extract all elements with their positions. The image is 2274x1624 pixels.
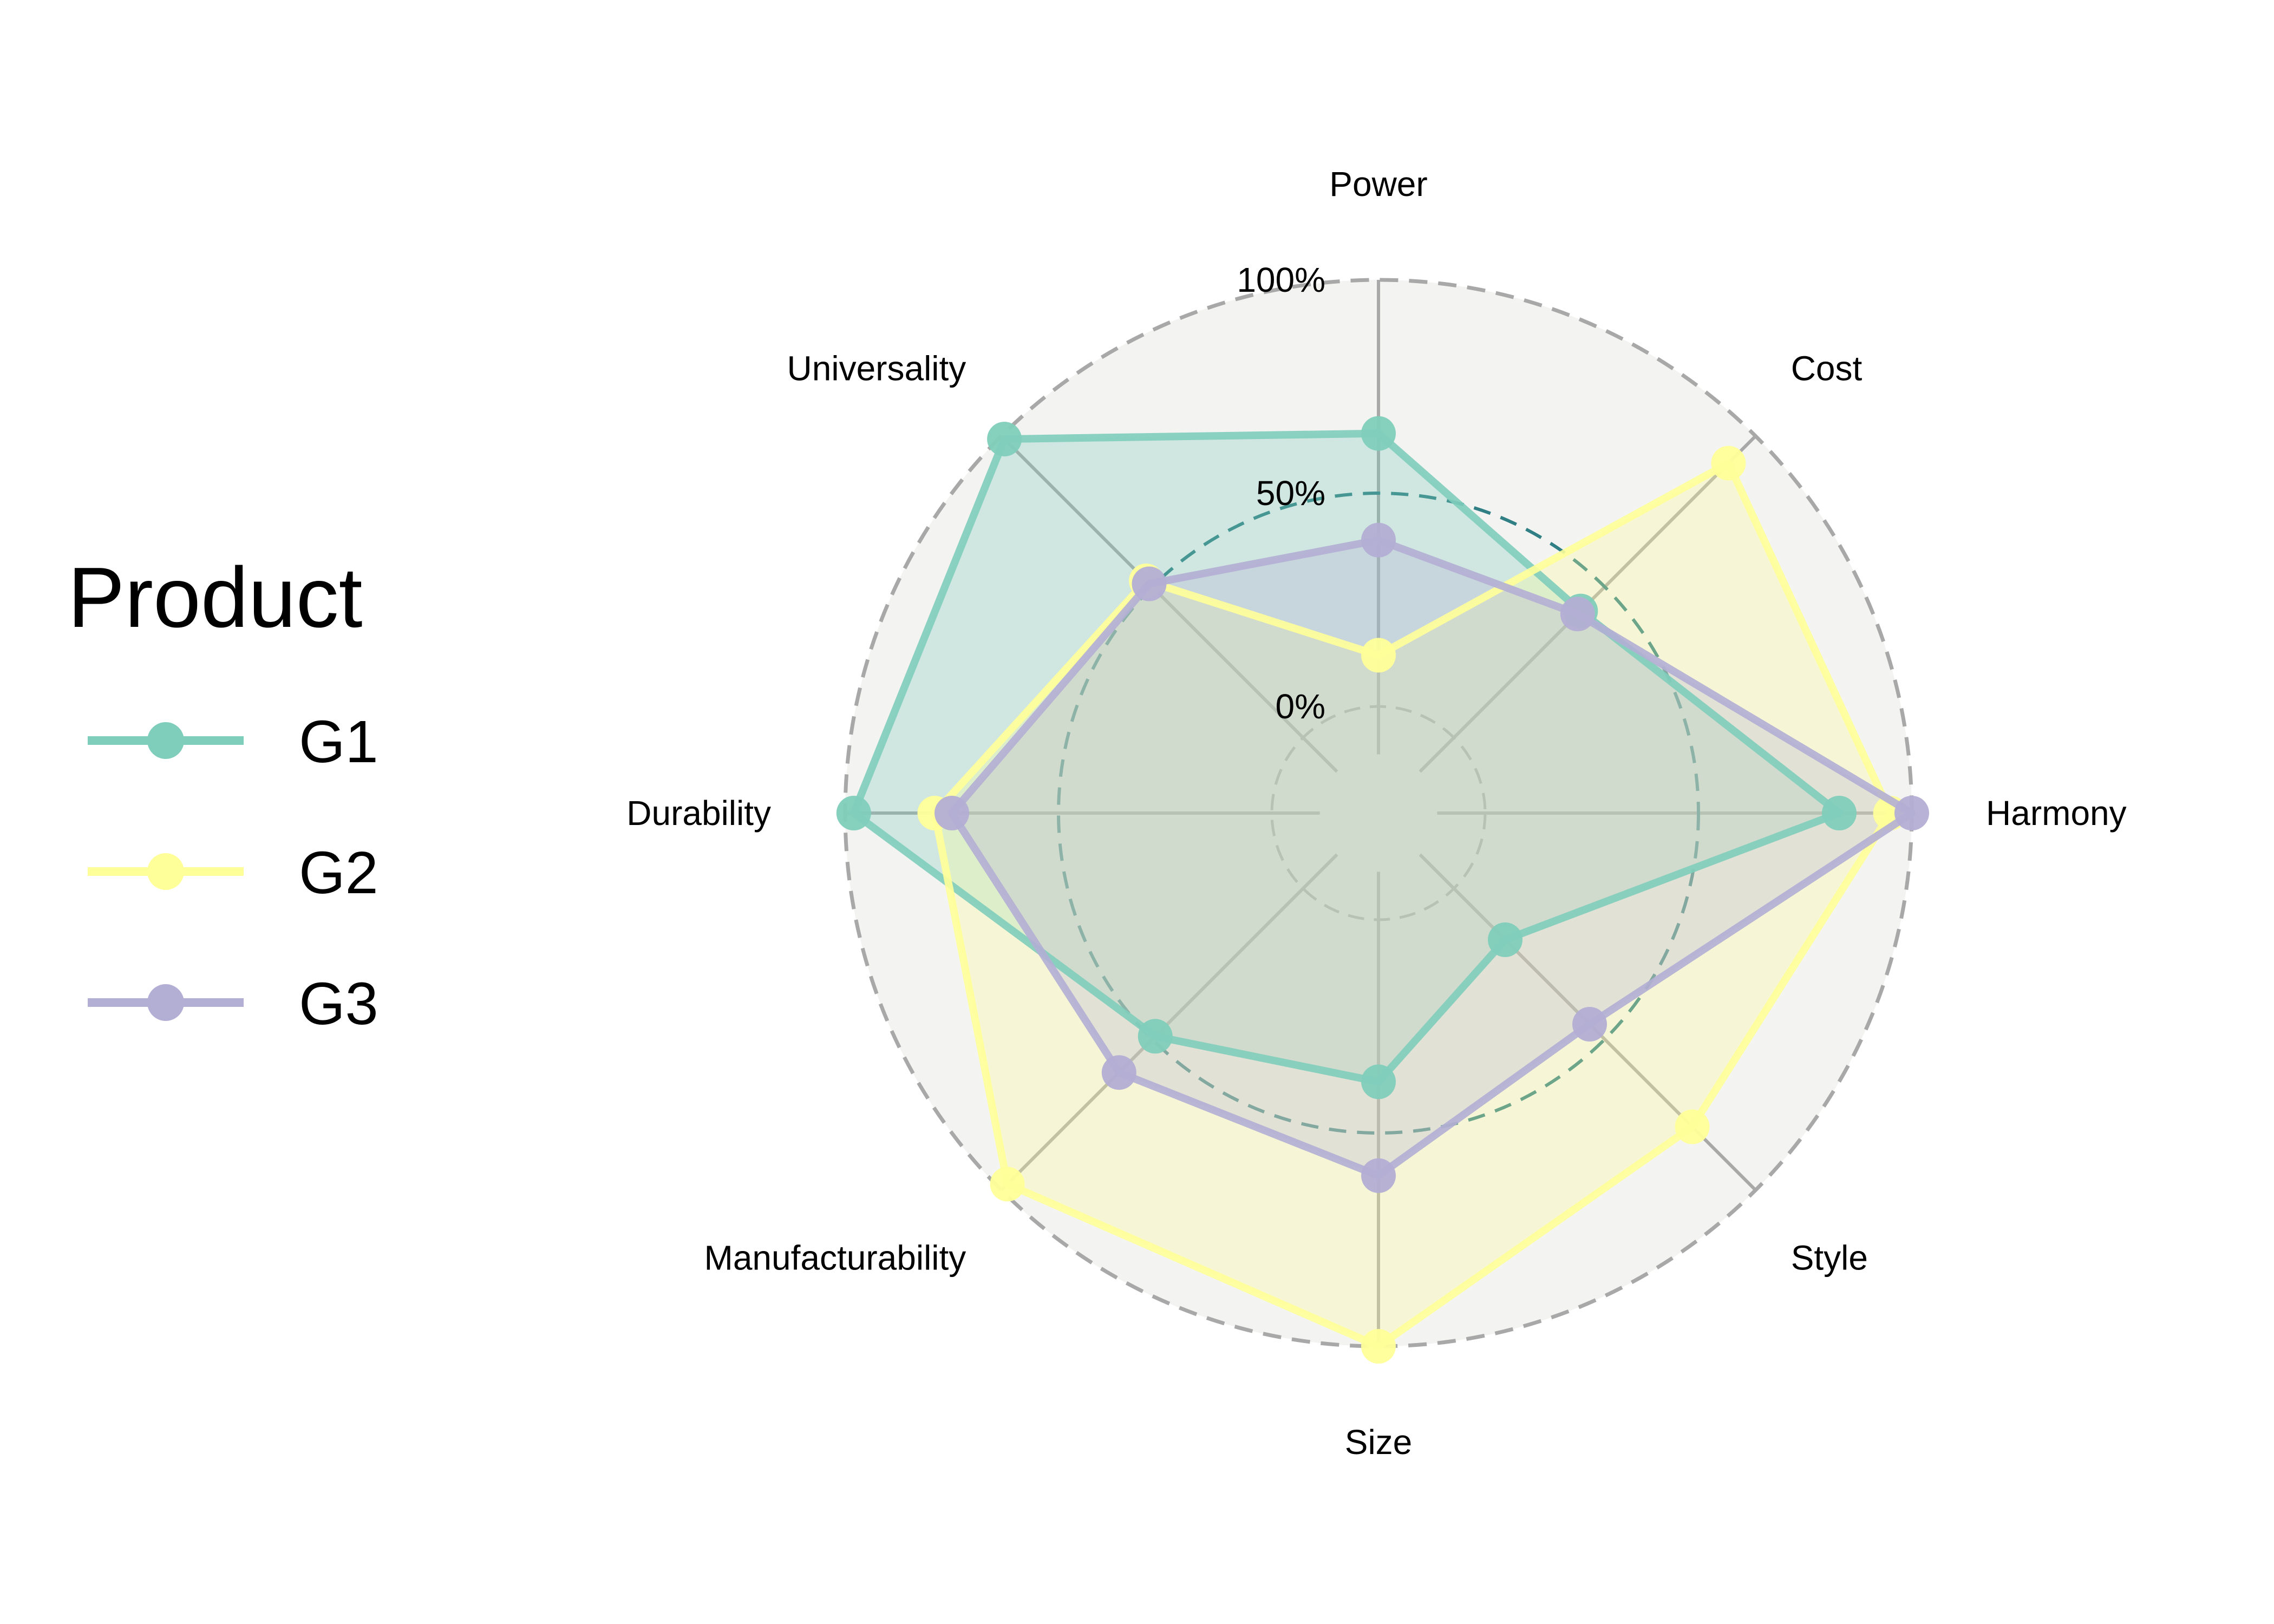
- legend-marker-g3: [147, 984, 184, 1021]
- ring-label-1: 50%: [1256, 474, 1325, 513]
- axis-label-power: Power: [1329, 165, 1427, 204]
- point-g2-style: [1675, 1109, 1710, 1144]
- series-area-g2: [935, 463, 1891, 1346]
- legend-marker-g1: [147, 722, 184, 759]
- spoke-manufacturability: [1000, 853, 1338, 1191]
- series-area-g1: [853, 433, 1839, 1082]
- point-g3-style: [1572, 1007, 1607, 1042]
- point-g3-cost: [1560, 597, 1595, 632]
- point-g1-manufacturability: [1138, 1019, 1173, 1054]
- point-g3-universality: [1132, 566, 1167, 601]
- gridline-0: [1270, 705, 1487, 921]
- point-g2-manufacturability: [990, 1167, 1025, 1202]
- point-g1-size: [1361, 1064, 1396, 1099]
- legend: Product G1 G2 G3: [68, 550, 378, 1037]
- ring-label-0: 100%: [1237, 260, 1325, 299]
- axis-label-style: Style: [1791, 1239, 1868, 1278]
- legend-label-g3: G3: [299, 971, 378, 1037]
- legend-label-g2: G2: [299, 840, 378, 906]
- point-g2-power: [1361, 638, 1396, 673]
- series-area-g3: [952, 540, 1912, 1176]
- point-g1-universality: [987, 422, 1022, 457]
- radar-series: [836, 416, 1929, 1364]
- axis-label-manufacturability: Manufacturability: [704, 1239, 966, 1278]
- point-g3-size: [1361, 1158, 1396, 1193]
- gridline-50: [1057, 492, 1700, 1135]
- axis-label-cost: Cost: [1791, 349, 1863, 388]
- radar-labels: 100% 50% 0% Power Cost Harmony Style Size Manufa…: [626, 165, 2126, 1462]
- point-g2-size: [1361, 1329, 1396, 1364]
- axis-label-universality: Universality: [787, 349, 966, 388]
- point-g3-manufacturability: [1101, 1055, 1136, 1090]
- legend-title: Product: [68, 550, 363, 645]
- point-g3-power: [1361, 522, 1396, 558]
- spoke-universality: [1000, 435, 1338, 773]
- axis-label-durability: Durability: [626, 794, 771, 833]
- axis-label-harmony: Harmony: [1986, 794, 2127, 833]
- point-g1-power: [1361, 416, 1396, 451]
- point-g1-harmony: [1822, 796, 1857, 830]
- ring-label-2: 0%: [1276, 687, 1326, 726]
- point-g3-harmony: [1894, 796, 1929, 830]
- axis-label-size: Size: [1345, 1423, 1413, 1462]
- point-g2-cost: [1711, 446, 1746, 481]
- legend-marker-g2: [147, 853, 184, 890]
- point-g1-durability: [836, 796, 871, 830]
- point-g3-durability: [935, 796, 969, 830]
- point-g1-style: [1488, 922, 1522, 957]
- legend-label-g1: G1: [299, 709, 378, 775]
